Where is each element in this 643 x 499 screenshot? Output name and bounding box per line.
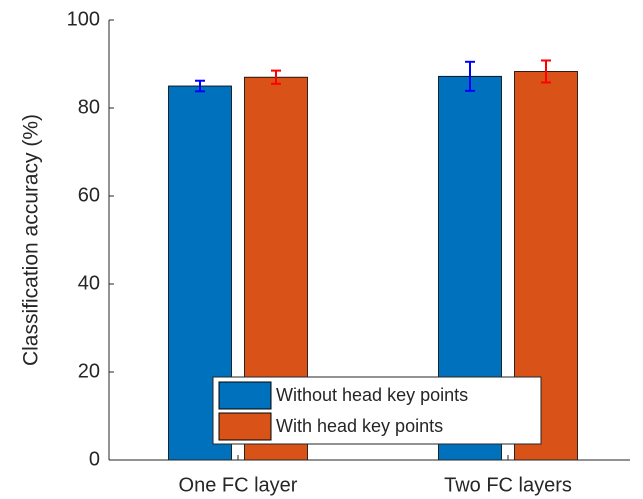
legend-swatch-with-head-key-points (218, 412, 272, 441)
axes-layer (108, 20, 630, 461)
y-tick-label: 40 (78, 272, 100, 294)
error-bars-layer (195, 59, 551, 93)
y-axis-label: Classification accuracy (%) (20, 114, 43, 366)
legend-label-without-head-key-points: Without head key points (276, 385, 468, 405)
legend-swatch-without-head-key-points (218, 381, 272, 410)
y-tick-label: 60 (78, 184, 100, 206)
y-tick-label: 0 (89, 448, 100, 470)
error-bar-with-head-key-points-two-fc-layers (541, 59, 551, 84)
error-bar-without-head-key-points-two-fc-layers (465, 60, 475, 92)
legend-label-with-head-key-points: With head key points (276, 416, 443, 436)
y-tick-label: 80 (78, 96, 100, 118)
legend: Without head key points With head key po… (212, 376, 542, 445)
y-ticks-layer: 0 20 40 60 80 100 (67, 8, 114, 470)
y-tick-label: 20 (78, 360, 100, 382)
error-bar-without-head-key-points-one-fc-layer (195, 79, 205, 93)
x-ticks-layer: One FC layer Two FC layers (179, 455, 572, 496)
y-tick-label: 100 (67, 8, 100, 30)
error-bar-with-head-key-points-one-fc-layer (271, 69, 281, 85)
x-tick-label-two-fc-layers: Two FC layers (444, 474, 572, 496)
x-tick-label-one-fc-layer: One FC layer (179, 474, 298, 496)
